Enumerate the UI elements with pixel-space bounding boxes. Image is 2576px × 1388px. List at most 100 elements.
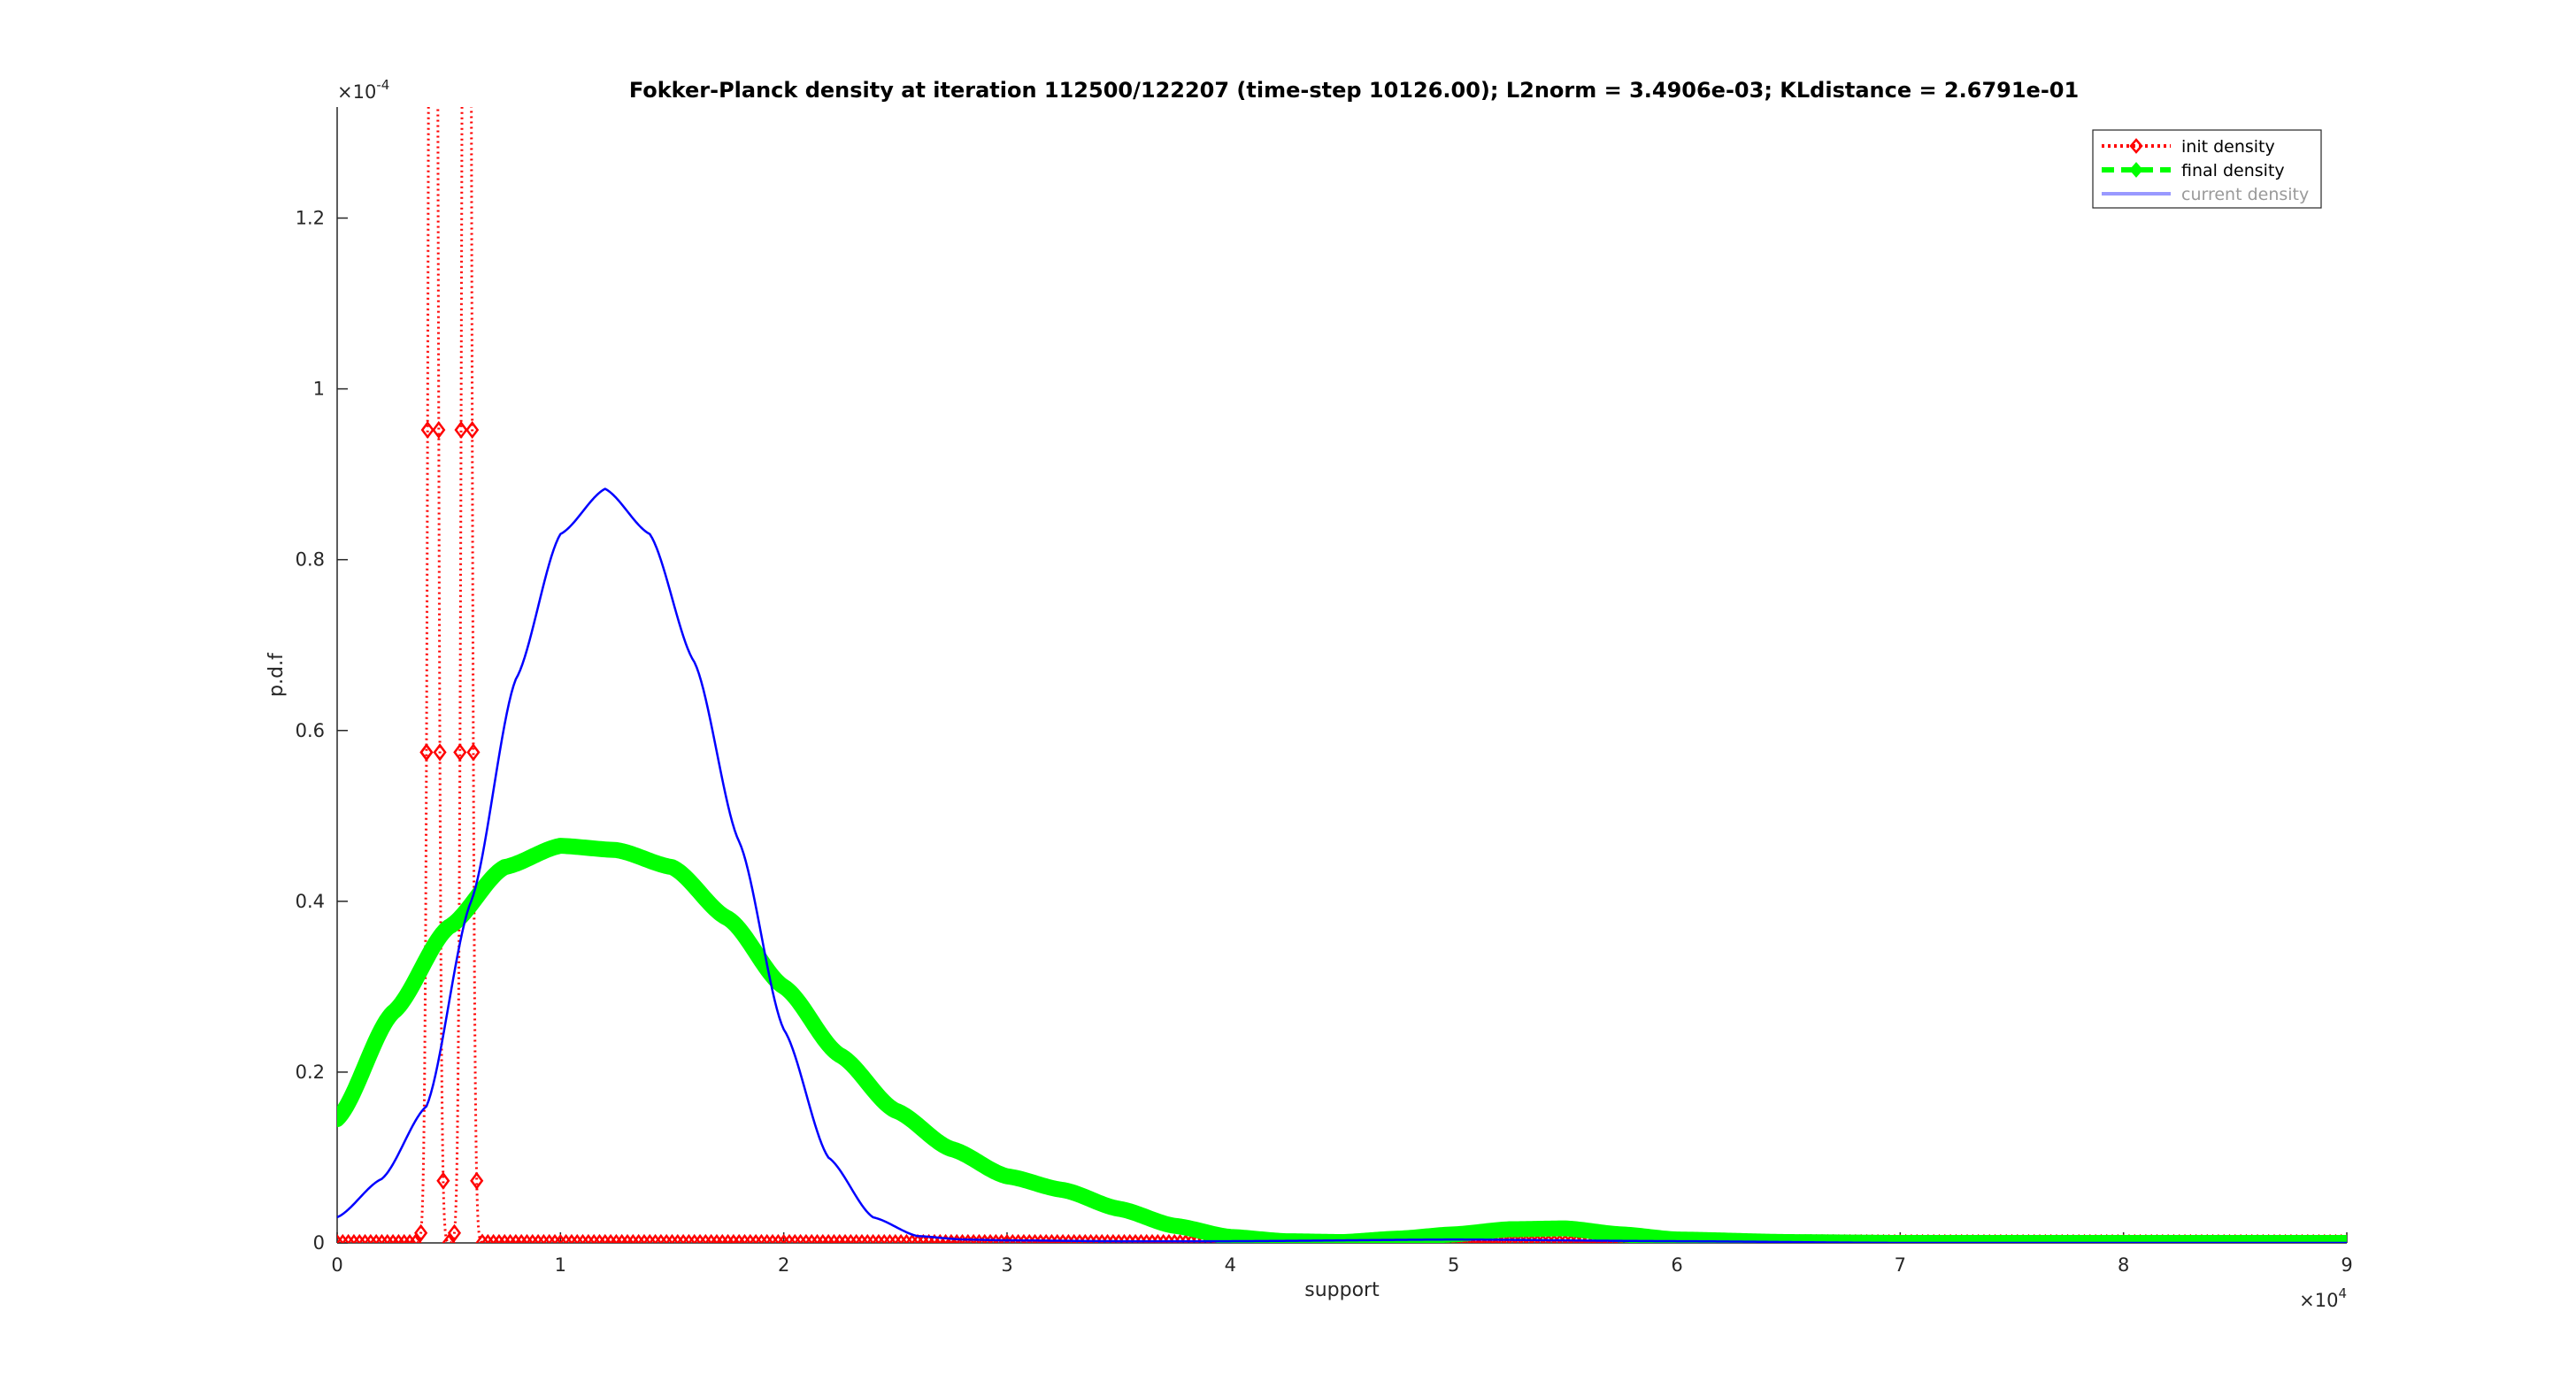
init-density-marker	[453, 743, 467, 762]
init-density-marker	[587, 1233, 601, 1243]
init-density-marker	[911, 1233, 925, 1243]
y-tick-label: 0.6	[296, 720, 325, 741]
init-density-marker	[423, 7, 434, 21]
init-density-marker	[922, 1233, 936, 1243]
init-density-marker	[433, 7, 443, 21]
init-density-marker	[352, 1233, 366, 1243]
init-density-marker	[419, 743, 434, 762]
init-density-marker	[833, 1233, 847, 1243]
init-density-marker	[433, 7, 443, 21]
plot-area	[337, 107, 2347, 1243]
init-density-marker	[866, 1233, 880, 1243]
y-tick-label: 1.2	[296, 208, 325, 229]
init-density-marker	[632, 1233, 646, 1243]
init-density-marker	[465, 420, 480, 440]
init-density-marker	[939, 1233, 953, 1243]
init-density-marker	[710, 1233, 724, 1243]
init-density-marker	[727, 1233, 741, 1243]
init-density-marker	[419, 743, 434, 762]
init-density-marker	[850, 1233, 864, 1243]
x-tick-label: 8	[2118, 1254, 2129, 1276]
init-density-marker	[827, 1233, 842, 1243]
init-density-marker	[654, 1233, 668, 1243]
init-density-marker	[794, 1233, 808, 1243]
init-density-marker	[347, 1233, 361, 1243]
init-density-marker	[821, 1233, 835, 1243]
init-density-marker	[414, 1223, 428, 1242]
init-density-marker	[715, 1233, 729, 1243]
init-density-marker	[592, 1233, 607, 1243]
init-density-marker	[777, 1233, 791, 1243]
init-density-marker	[514, 1233, 528, 1243]
init-density-marker	[760, 1233, 774, 1243]
init-density-marker	[503, 1233, 518, 1243]
init-density-marker	[442, 1233, 456, 1243]
init-density-marker	[581, 1233, 596, 1243]
init-density-marker	[465, 7, 476, 21]
x-tick-label: 3	[1001, 1254, 1012, 1276]
init-density-marker	[536, 1233, 550, 1243]
init-density-marker	[788, 1233, 802, 1243]
y-tick-label: 0.2	[296, 1062, 325, 1083]
y-axis-ticks: 0 0.2 0.4 0.6 0.8 1 1.2	[296, 208, 348, 1254]
y-axis-multiplier: ×10-4	[337, 77, 389, 103]
init-density-marker	[548, 1233, 562, 1243]
init-density-marker	[565, 1233, 579, 1243]
init-density-marker	[420, 420, 434, 440]
init-density-marker	[950, 1233, 964, 1243]
init-density-marker	[492, 1233, 506, 1243]
x-tick-label: 6	[1671, 1254, 1682, 1276]
x-multiplier-base: ×10	[2299, 1290, 2338, 1311]
legend-marker	[2129, 138, 2143, 154]
init-density-marker	[531, 1233, 545, 1243]
init-density-marker	[369, 1233, 383, 1243]
x-tick-label: 7	[1895, 1254, 1906, 1276]
init-density-marker	[721, 1233, 735, 1243]
init-density-marker	[681, 1233, 696, 1243]
init-density-marker	[358, 1233, 373, 1243]
y-tick-label: 0	[313, 1232, 325, 1254]
legend-label: current density	[2181, 185, 2309, 204]
init-density-marker	[894, 1233, 908, 1243]
init-density-marker	[816, 1233, 830, 1243]
init-density-marker	[749, 1233, 763, 1243]
init-density-marker	[337, 1233, 344, 1243]
init-density-marker	[526, 1233, 540, 1243]
current-density-line	[337, 487, 2347, 1243]
init-density-marker	[732, 1233, 746, 1243]
init-density-marker	[642, 1233, 657, 1243]
init-density-marker	[509, 1233, 523, 1243]
init-density-marker	[688, 1233, 702, 1243]
init-density-marker	[888, 1233, 903, 1243]
init-density-marker	[542, 1233, 557, 1243]
x-axis-ticks: 0 1 2 3 4 5 6 7 8 9	[331, 1232, 2353, 1276]
init-density-marker	[497, 1233, 511, 1243]
init-density-marker	[649, 1233, 663, 1243]
init-density-marker	[386, 1233, 400, 1243]
x-tick-label: 2	[778, 1254, 789, 1276]
axes	[336, 107, 2347, 1244]
init-density-marker	[905, 1233, 919, 1243]
init-density-marker	[933, 1233, 947, 1243]
x-multiplier-exponent: 4	[2338, 1285, 2347, 1301]
init-density-marker	[432, 420, 446, 440]
init-density-marker	[519, 1233, 534, 1243]
init-density-marker	[374, 1233, 389, 1243]
init-density-marker	[882, 1233, 897, 1243]
init-density-marker	[843, 1233, 857, 1243]
final-density-line	[337, 838, 2347, 1243]
init-density-marker	[457, 7, 467, 21]
x-tick-label: 9	[2341, 1254, 2352, 1276]
init-density-marker	[665, 1233, 680, 1243]
init-density-marker	[804, 1233, 819, 1243]
y-tick-label: 0.4	[296, 891, 325, 912]
init-density-marker	[855, 1233, 869, 1243]
init-density-marker	[698, 1233, 712, 1243]
init-density-marker	[342, 1233, 356, 1243]
init-density-marker	[381, 1233, 395, 1243]
init-density-marker	[743, 1233, 757, 1243]
init-density-marker	[559, 1233, 573, 1243]
init-density-marker	[337, 1233, 350, 1243]
init-density-marker	[481, 1233, 495, 1243]
init-density-marker	[553, 1233, 567, 1243]
